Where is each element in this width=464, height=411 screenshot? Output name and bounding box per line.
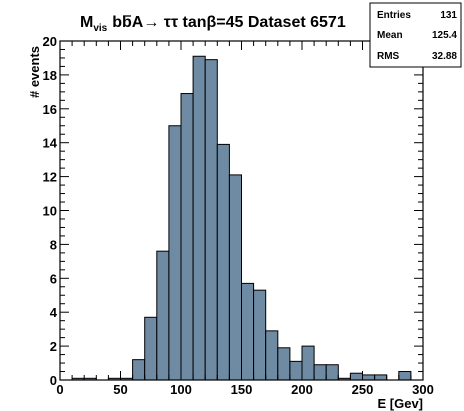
title-b: b [112, 14, 122, 31]
y-tick-label: 16 [43, 102, 57, 117]
y-axis-label: # events [27, 46, 42, 98]
stats-box-frame [369, 2, 462, 68]
x-tick-label: 150 [231, 382, 253, 397]
histogram-bar [301, 345, 315, 381]
y-tick-label: 4 [50, 305, 58, 320]
histogram-bar [277, 347, 291, 381]
x-tick-label: 300 [412, 382, 434, 397]
x-tick-label: 50 [113, 382, 127, 397]
histogram-bar [192, 55, 206, 381]
stats-box: Entries 131 Mean 125.4 RMS 32.88 [369, 2, 462, 68]
y-tick-label: 8 [50, 237, 57, 252]
histogram-bar [144, 316, 158, 381]
x-tick-label: 250 [352, 382, 374, 397]
histogram-bar [398, 371, 412, 381]
histogram-bar [349, 372, 363, 381]
y-tick-label: 20 [43, 34, 57, 49]
y-tick-label: 14 [43, 136, 58, 151]
histogram-bar [228, 174, 242, 381]
y-tick-label: 0 [50, 373, 57, 388]
histogram-bars [71, 55, 412, 381]
histogram-bar [325, 364, 339, 381]
y-tick-label: 6 [50, 271, 57, 286]
stats-entries-value: 131 [440, 10, 457, 21]
x-tick-label: 0 [56, 382, 63, 397]
title-prefix-sub: vis [93, 23, 107, 34]
histogram-bar [156, 250, 170, 381]
stats-mean-value: 125.4 [432, 30, 457, 41]
x-tick-label: 100 [170, 382, 192, 397]
histogram-bar [168, 125, 182, 381]
y-tick-label: 18 [43, 68, 57, 83]
x-axis-label: E [Gev] [377, 396, 423, 411]
histogram-bar [362, 374, 376, 381]
histogram-bar [132, 359, 146, 381]
histogram-bar [216, 143, 230, 381]
stats-rms-value: 32.88 [432, 51, 457, 62]
histogram-bar [265, 330, 279, 381]
histogram-bar [180, 93, 194, 381]
y-tick-label: 10 [43, 204, 57, 219]
histogram-bar [241, 282, 255, 381]
title-process-rest: A→ ττ tanβ=45 Dataset 6571 [132, 14, 346, 31]
title-bbar: b [122, 14, 132, 31]
histogram-bar [313, 364, 327, 381]
histogram-bar [253, 289, 267, 381]
stats-rms-label: RMS [377, 51, 400, 62]
stats-entries-label: Entries [377, 10, 411, 21]
stats-mean-label: Mean [377, 30, 403, 41]
histogram-bar [289, 360, 303, 381]
histogram-bar [204, 59, 218, 381]
y-tick-label: 12 [43, 170, 57, 185]
chart-title: Mvis bbA→ ττ tanβ=45 Dataset 6571 [80, 14, 346, 34]
y-tick-label: 2 [50, 339, 57, 354]
title-prefix: M [80, 14, 93, 31]
axis-ticks: 0 50 100 150 200 250 300 0 2 4 6 8 10 12 14 16 18 20 [43, 34, 434, 397]
x-tick-label: 200 [291, 382, 313, 397]
histogram-bar [374, 374, 388, 381]
